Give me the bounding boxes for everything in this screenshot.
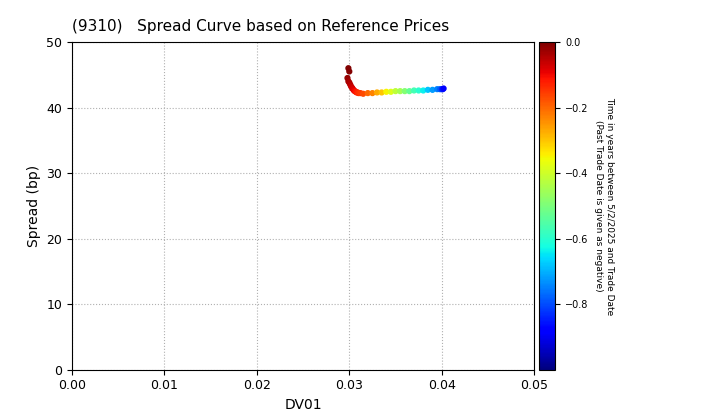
Point — [408, 87, 420, 94]
Point — [343, 79, 355, 86]
Text: (9310)   Spread Curve based on Reference Prices: (9310) Spread Curve based on Reference P… — [72, 19, 449, 34]
Point — [349, 88, 361, 94]
Point — [376, 89, 387, 96]
Point — [404, 88, 415, 94]
Point — [372, 89, 383, 96]
Point — [353, 90, 364, 97]
Point — [431, 86, 443, 92]
Point — [427, 87, 438, 93]
X-axis label: DV01: DV01 — [284, 398, 322, 412]
Point — [399, 88, 410, 94]
Point — [366, 90, 378, 97]
Point — [348, 87, 360, 94]
Point — [343, 65, 354, 71]
Y-axis label: Spread (bp): Spread (bp) — [27, 165, 41, 247]
Point — [351, 89, 362, 96]
Point — [437, 86, 449, 92]
Point — [343, 68, 355, 75]
Y-axis label: Time in years between 5/2/2025 and Trade Date
(Past Trade Date is given as negat: Time in years between 5/2/2025 and Trade… — [594, 97, 613, 315]
Point — [390, 88, 401, 94]
Point — [413, 87, 424, 94]
Point — [434, 86, 446, 92]
Point — [342, 75, 354, 81]
Point — [436, 86, 448, 92]
Point — [346, 84, 358, 91]
Point — [355, 90, 366, 97]
Point — [350, 89, 361, 95]
Point — [438, 85, 449, 92]
Point — [381, 89, 392, 95]
Point — [357, 90, 369, 97]
Point — [346, 83, 357, 90]
Point — [395, 88, 406, 94]
Point — [362, 90, 374, 97]
Point — [343, 78, 354, 85]
Point — [347, 86, 359, 92]
Point — [385, 89, 397, 95]
Point — [344, 81, 356, 88]
Point — [352, 89, 364, 96]
Point — [418, 87, 429, 94]
Point — [422, 87, 433, 93]
